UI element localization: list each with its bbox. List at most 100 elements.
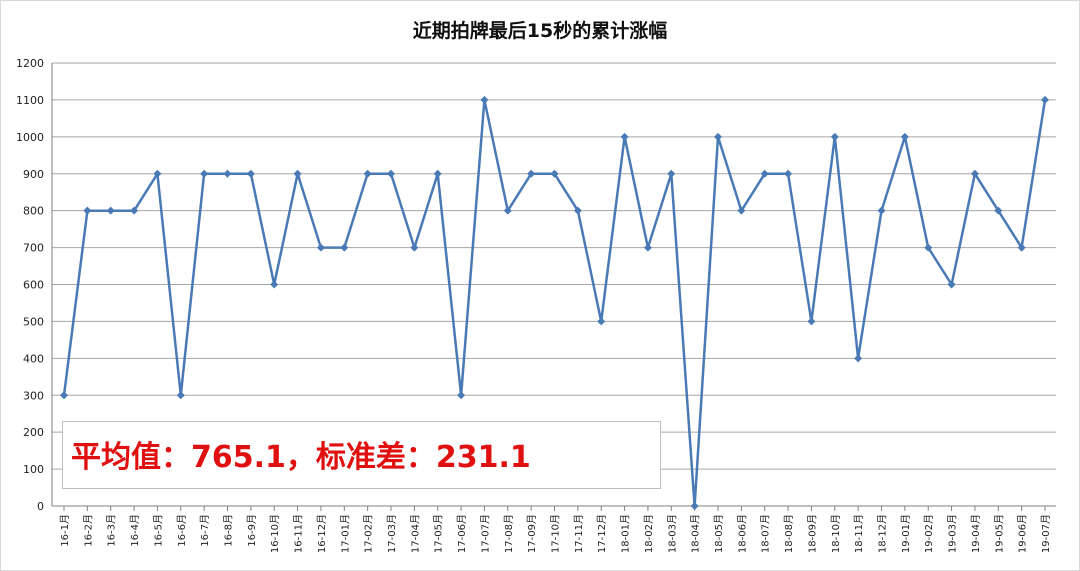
x-tick-label: 17-12月 xyxy=(596,514,608,553)
x-tick-label: 18-05月 xyxy=(713,514,725,553)
x-tick-label: 17-11月 xyxy=(573,514,585,553)
y-tick-label: 500 xyxy=(23,315,44,328)
x-tick-label: 16-9月 xyxy=(246,514,258,547)
data-point xyxy=(363,169,372,178)
data-point xyxy=(970,169,979,178)
data-point xyxy=(503,206,512,215)
y-tick-label: 600 xyxy=(23,279,44,292)
x-tick-label: 19-05月 xyxy=(993,514,1005,553)
x-tick-label: 16-4月 xyxy=(129,514,141,547)
data-point xyxy=(900,132,909,141)
data-point xyxy=(877,206,886,215)
data-point xyxy=(340,243,349,252)
data-point xyxy=(153,169,162,178)
x-tick-label: 18-11月 xyxy=(853,514,865,553)
y-tick-label: 700 xyxy=(23,242,44,255)
data-point xyxy=(293,169,302,178)
data-point xyxy=(994,206,1003,215)
data-point xyxy=(690,502,699,510)
data-point xyxy=(480,95,489,104)
x-tick-label: 17-06月 xyxy=(456,514,468,553)
data-point xyxy=(200,169,209,178)
data-point xyxy=(130,206,139,215)
data-point xyxy=(784,169,793,178)
data-point xyxy=(387,169,395,178)
data-point xyxy=(106,206,115,215)
x-tick-label: 16-12月 xyxy=(316,514,328,553)
chart-title: 近期拍牌最后15秒的累计涨幅 xyxy=(412,20,668,42)
x-tick-label: 17-10月 xyxy=(550,514,562,553)
y-tick-label: 400 xyxy=(23,352,44,365)
x-tick-label: 18-03月 xyxy=(666,514,678,553)
data-point xyxy=(60,391,68,400)
x-tick-label: 19-02月 xyxy=(923,514,935,553)
x-tick-label: 16-11月 xyxy=(293,514,305,553)
data-point xyxy=(223,169,232,178)
data-point xyxy=(246,169,255,178)
data-point xyxy=(83,206,92,215)
x-tick-label: 18-02月 xyxy=(643,514,655,553)
x-tick-label: 16-7月 xyxy=(199,514,211,547)
x-tick-label: 17-03月 xyxy=(386,514,398,553)
data-point xyxy=(176,391,185,400)
data-point xyxy=(924,243,933,252)
x-tick-label: 18-04月 xyxy=(690,514,702,553)
x-tick-label: 18-06月 xyxy=(736,514,748,553)
x-tick-label: 16-6月 xyxy=(176,514,188,547)
x-tick-label: 17-04月 xyxy=(409,514,421,553)
data-point xyxy=(316,243,325,252)
x-tick-label: 17-05月 xyxy=(433,514,445,553)
y-tick-label: 1200 xyxy=(16,57,44,70)
data-point xyxy=(433,169,442,178)
y-tick-label: 1100 xyxy=(16,94,44,107)
x-tick-label: 16-3月 xyxy=(106,514,118,547)
data-point xyxy=(1041,95,1049,104)
x-tick-label: 16-1月 xyxy=(59,514,71,547)
data-point xyxy=(410,243,419,252)
x-tick-label: 18-09月 xyxy=(806,514,818,553)
x-tick-label: 16-5月 xyxy=(152,514,164,547)
data-point xyxy=(807,317,816,326)
data-point xyxy=(947,280,956,289)
x-tick-label: 18-08月 xyxy=(783,514,795,553)
x-tick-label: 18-12月 xyxy=(877,514,889,553)
data-point xyxy=(620,132,629,141)
x-tick-label: 19-06月 xyxy=(1017,514,1029,553)
x-tick-label: 19-01月 xyxy=(900,514,912,553)
stats-annotation-box: 平均值：765.1，标准差：231.1 xyxy=(62,421,661,489)
y-tick-label: 200 xyxy=(23,426,44,439)
x-tick-label: 19-07月 xyxy=(1040,514,1052,553)
data-point xyxy=(597,317,606,326)
x-tick-label: 18-01月 xyxy=(620,514,632,553)
data-point xyxy=(573,206,582,215)
x-tick-label: 19-04月 xyxy=(970,514,982,553)
x-tick-label: 16-2月 xyxy=(82,514,94,547)
data-point xyxy=(527,169,536,178)
data-point xyxy=(270,280,279,289)
x-tick-label: 16-10月 xyxy=(269,514,281,553)
y-tick-label: 800 xyxy=(23,205,44,218)
data-point xyxy=(667,169,676,178)
data-point xyxy=(830,132,839,141)
x-tick-label: 19-03月 xyxy=(947,514,959,553)
data-point xyxy=(457,391,466,400)
data-point xyxy=(550,169,559,178)
x-tick-label: 18-10月 xyxy=(830,514,842,553)
y-tick-label: 100 xyxy=(23,463,44,476)
y-tick-label: 900 xyxy=(23,168,44,181)
y-tick-label: 0 xyxy=(37,500,44,513)
stats-annotation-text: 平均值：765.1，标准差：231.1 xyxy=(71,440,531,475)
x-tick-label: 17-08月 xyxy=(503,514,515,553)
x-tick-label: 16-8月 xyxy=(223,514,235,547)
data-point xyxy=(714,132,722,141)
data-point xyxy=(760,169,769,178)
y-tick-label: 300 xyxy=(23,389,44,402)
data-point xyxy=(854,354,863,363)
x-tick-label: 18-07月 xyxy=(760,514,772,553)
y-tick-label: 1000 xyxy=(16,131,44,144)
x-tick-label: 17-07月 xyxy=(479,514,491,553)
data-point xyxy=(643,243,652,252)
data-point xyxy=(737,206,746,215)
x-tick-label: 17-02月 xyxy=(363,514,375,553)
